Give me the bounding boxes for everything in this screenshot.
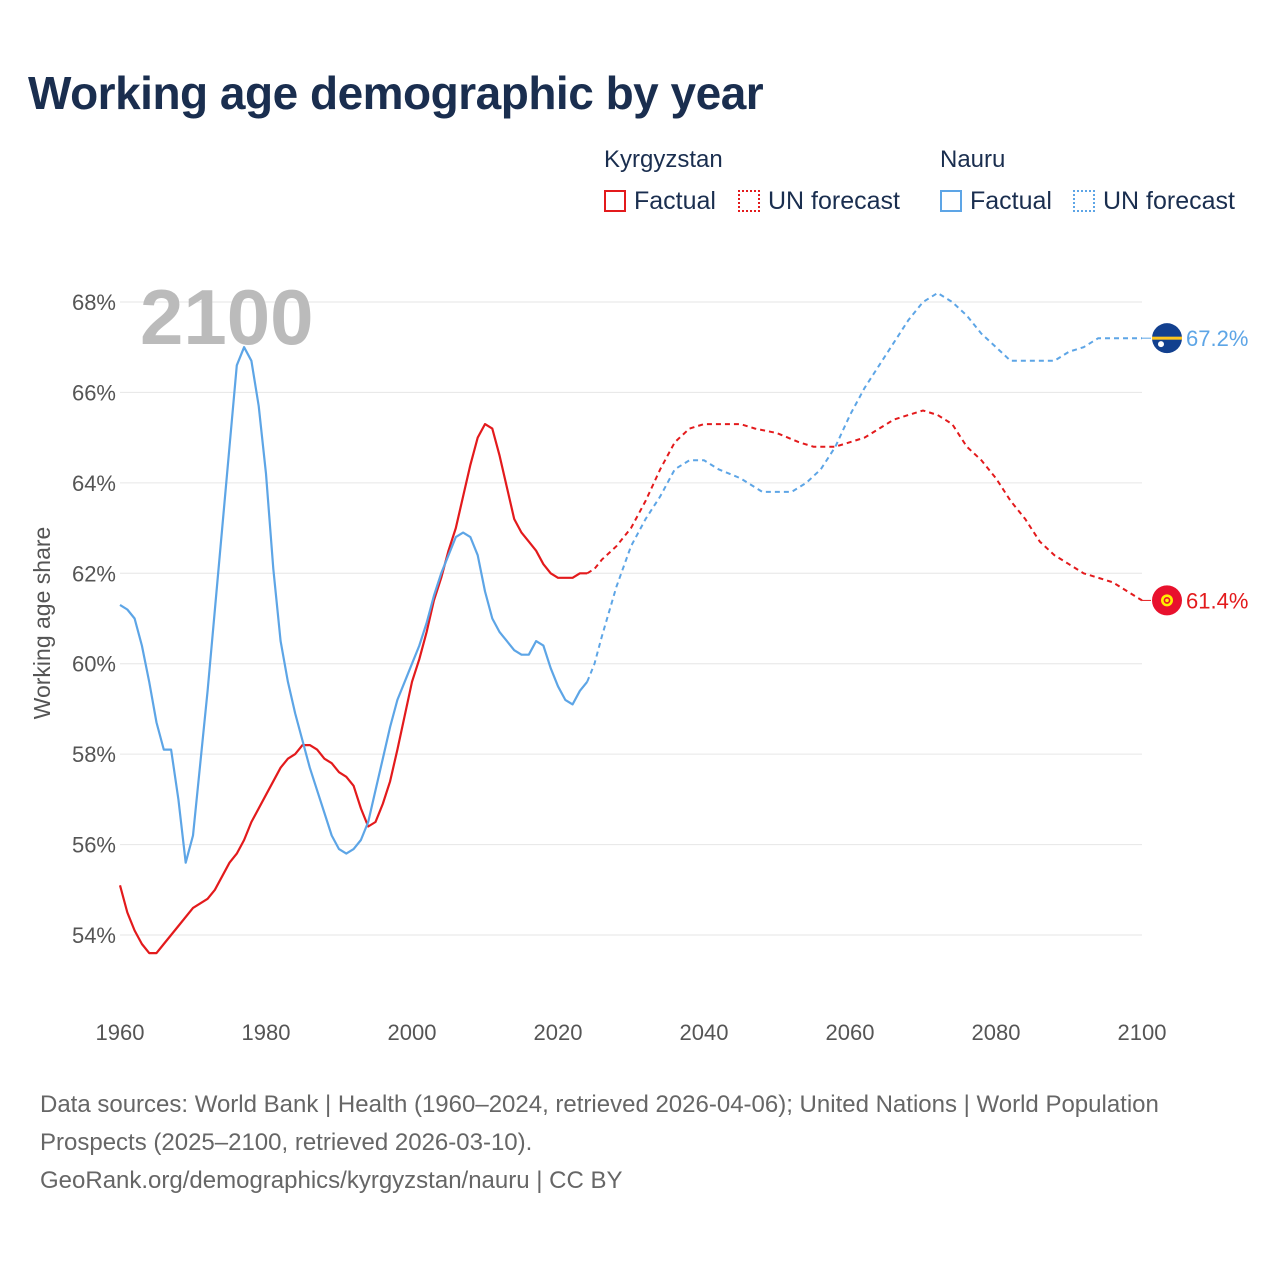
legend-item-kyrgyzstan-factual[interactable]: Factual — [604, 186, 716, 216]
nauru-forecast-line[interactable] — [586, 291, 1142, 683]
y-tick-label: 58% — [72, 742, 116, 767]
gridlines — [120, 301, 1142, 936]
footer: Data sources: World Bank | Health (1960–… — [40, 1086, 1240, 1200]
legend-country-nauru: Nauru — [940, 146, 1006, 173]
legend-item-kyrgyzstan-forecast[interactable]: UN forecast — [738, 186, 900, 216]
legend-label-nauru-forecast: UN forecast — [1103, 186, 1235, 215]
legend-country-kyrgyzstan: Kyrgyzstan — [604, 146, 723, 173]
line-chart: 2100 54% 56% 58% 60% 62% 64% 66% 68% 1960 1980 20… — [29, 273, 1248, 1045]
legend-item-nauru-forecast[interactable]: UN forecast — [1073, 186, 1235, 216]
x-tick-label: 2060 — [826, 1020, 875, 1045]
solid-line-swatch-icon — [604, 190, 626, 212]
kyrgyzstan-forecast-line[interactable] — [586, 409, 1143, 602]
kyrgyzstan-end-value: 61.4% — [1186, 588, 1248, 613]
legend-item-nauru-factual[interactable]: Factual — [940, 186, 1052, 216]
footer-sources: Data sources: World Bank | Health (1960–… — [40, 1091, 1159, 1156]
legend-label-nauru-factual: Factual — [970, 186, 1052, 215]
kyrgyzstan-factual-line[interactable] — [118, 423, 588, 955]
dotted-line-swatch-icon — [738, 190, 760, 212]
y-tick-label: 60% — [72, 652, 116, 677]
y-axis-title: Working age share — [29, 527, 55, 720]
y-tick-label: 54% — [72, 923, 116, 948]
dotted-line-swatch-icon — [1073, 190, 1095, 212]
chart-title: Working age demographic by year — [28, 67, 764, 119]
footer-credit[interactable]: GeoRank.org/demographics/kyrgyzstan/naur… — [40, 1167, 623, 1194]
x-tick-label: 2000 — [388, 1020, 437, 1045]
x-tick-label: 2080 — [972, 1020, 1021, 1045]
year-display: 2100 — [140, 273, 314, 361]
y-tick-label: 68% — [72, 290, 116, 315]
kyrgyzstan-flag-icon — [1152, 585, 1182, 616]
series-end-markers: 61.4% 67.2% — [1142, 323, 1248, 616]
x-tick-label: 2040 — [680, 1020, 729, 1045]
nauru-flag-icon — [1152, 323, 1182, 354]
series-lines — [118, 291, 1143, 955]
y-axis-ticks: 54% 56% 58% 60% 62% 64% 66% 68% — [72, 290, 116, 948]
y-tick-label: 64% — [72, 471, 116, 496]
x-tick-label: 2020 — [534, 1020, 583, 1045]
x-tick-label: 2100 — [1118, 1020, 1167, 1045]
nauru-factual-line[interactable] — [119, 346, 589, 864]
solid-line-swatch-icon — [940, 190, 962, 212]
y-tick-label: 62% — [72, 561, 116, 586]
nauru-end-value: 67.2% — [1186, 326, 1248, 351]
legend-label-kyrgyzstan-factual: Factual — [634, 186, 716, 215]
x-tick-label: 1980 — [242, 1020, 291, 1045]
x-axis-ticks: 1960 1980 2000 2020 2040 2060 2080 2100 — [96, 1020, 1167, 1045]
y-tick-label: 66% — [72, 380, 116, 405]
x-tick-label: 1960 — [96, 1020, 145, 1045]
y-tick-label: 56% — [72, 833, 116, 858]
legend-label-kyrgyzstan-forecast: UN forecast — [768, 186, 900, 215]
